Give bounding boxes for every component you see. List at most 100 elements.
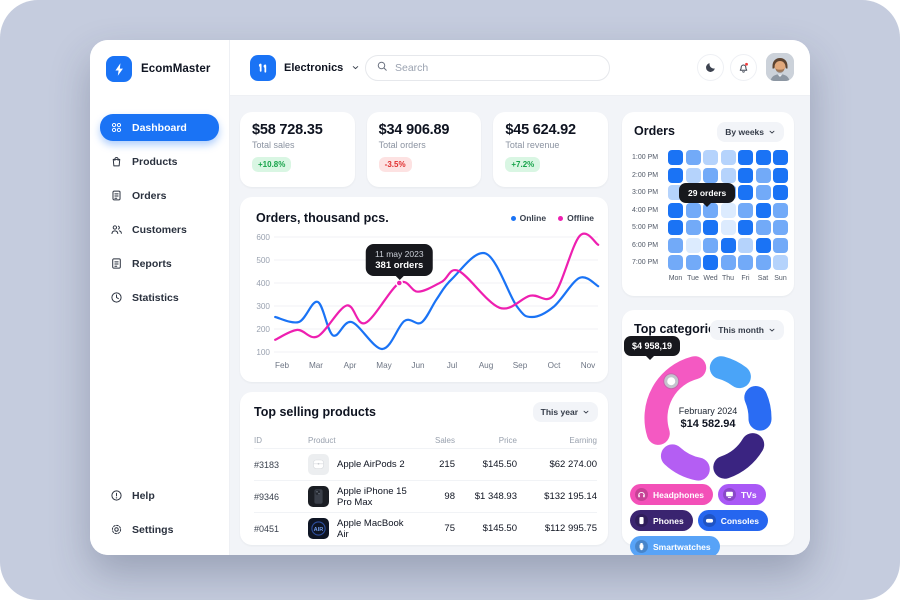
category-tag-label: TVs (741, 489, 757, 500)
heatmap-cell-sun-7pm[interactable] (773, 255, 788, 270)
heatmap-period-filter[interactable]: By weeks (717, 122, 784, 142)
sidebar-item-customers[interactable]: Customers (100, 216, 219, 243)
heatmap-cell-tue-6pm[interactable] (685, 237, 701, 253)
donut-segment-phones[interactable] (713, 433, 765, 479)
orders-chart-title: Orders, thousand pcs. (256, 211, 389, 225)
heatmap-cell-wed-7pm[interactable] (703, 255, 718, 270)
heatmap-cell-fri-6pm[interactable] (738, 237, 753, 253)
heatmap-cell-sat-3pm[interactable] (755, 185, 771, 200)
heatmap-cell-mon-4pm[interactable] (668, 202, 683, 218)
product-row-0451[interactable]: #0451 AIR Apple MacBook Air 75 $145.50 $… (254, 512, 597, 544)
donut-segment-tvs[interactable] (660, 444, 710, 481)
category-tag-consoles[interactable]: Consoles (697, 510, 768, 531)
donut-segment-headphones[interactable] (644, 356, 707, 445)
product-price: $145.50 (482, 523, 517, 534)
heatmap-cell-sun-5pm[interactable] (773, 220, 788, 235)
heatmap-cell-mon-2pm[interactable] (668, 167, 683, 183)
orders-icon (110, 189, 123, 202)
heatmap-cell-fri-3pm[interactable] (738, 185, 753, 200)
stat-change-badge: -3.5% (378, 157, 412, 172)
heatmap-cell-sun-1pm[interactable] (773, 150, 788, 165)
heatmap-cell-sun-3pm[interactable] (773, 185, 788, 200)
user-avatar[interactable] (766, 53, 794, 81)
heatmap-cell-fri-5pm[interactable] (738, 220, 753, 235)
heatmap-cell-sun-4pm[interactable] (773, 202, 788, 218)
heatmap-cell-tue-2pm[interactable] (685, 167, 701, 183)
heatmap-cell-sat-1pm[interactable] (755, 150, 771, 165)
heatmap-cell-sat-6pm[interactable] (755, 237, 771, 253)
category-tag-smartwatches[interactable]: Smartwatches (630, 536, 720, 555)
donut-segment-consoles[interactable] (744, 386, 772, 431)
sidebar-item-dashboard[interactable]: Dashboard (100, 114, 219, 141)
category-tag-phones[interactable]: Phones (630, 510, 693, 531)
heatmap-cell-mon-3pm[interactable] (668, 185, 683, 200)
heatmap-cell-wed-1pm[interactable] (703, 150, 718, 165)
heatmap-cell-wed-4pm[interactable] (703, 202, 718, 218)
heatmap-cell-tue-7pm[interactable] (685, 255, 701, 270)
heatmap-cell-thu-6pm[interactable] (720, 237, 736, 253)
sidebar-item-help[interactable]: Help (100, 482, 219, 509)
heatmap-cell-wed-6pm[interactable] (703, 237, 718, 253)
search-input[interactable] (395, 62, 599, 74)
stat-change-badge: +7.2% (505, 157, 541, 172)
legend-item-online[interactable]: Online (510, 213, 546, 223)
svg-text:May: May (376, 361, 392, 370)
col-sales: Sales (434, 435, 455, 445)
orders-line-chart[interactable]: 600 500 400 300 200 100 Feb Mar Apr May Jun Jul Aug S… (240, 197, 608, 382)
heatmap-cell-thu-4pm[interactable] (720, 202, 736, 218)
stat-value: $45 624.92 (505, 122, 576, 138)
sidebar-item-orders[interactable]: Orders (100, 182, 219, 209)
dark-mode-toggle[interactable] (697, 54, 724, 81)
heatmap-cell-mon-7pm[interactable] (668, 255, 683, 270)
heatmap-cell-sat-4pm[interactable] (755, 202, 771, 218)
heatmap-cell-tue-1pm[interactable] (685, 150, 701, 165)
headphones-icon (635, 488, 648, 501)
heatmap-cell-thu-5pm[interactable] (720, 220, 736, 235)
heatmap-cell-thu-7pm[interactable] (720, 255, 736, 270)
heatmap-cell-thu-3pm[interactable] (720, 185, 736, 200)
heatmap-cell-wed-5pm[interactable] (703, 220, 718, 235)
sidebar-item-statistics[interactable]: Statistics (100, 284, 219, 311)
heatmap-cell-thu-1pm[interactable] (720, 150, 736, 165)
heatmap-cell-sun-2pm[interactable] (773, 167, 788, 183)
categories-donut[interactable]: February 2024 $14 582.94 (636, 346, 780, 490)
heatmap-cell-fri-2pm[interactable] (738, 167, 753, 183)
heatmap-cell-tue-3pm[interactable] (685, 185, 701, 200)
sidebar-item-reports[interactable]: Reports (100, 250, 219, 277)
heatmap-cell-mon-6pm[interactable] (668, 237, 683, 253)
sidebar-item-settings[interactable]: Settings (100, 516, 219, 543)
heatmap-cell-mon-5pm[interactable] (668, 220, 683, 235)
sidebar-item-products[interactable]: Products (100, 148, 219, 175)
earbuds-icon (250, 55, 276, 81)
donut-segment-smartwatches[interactable] (709, 356, 751, 389)
legend-item-offline[interactable]: Offline (558, 213, 594, 223)
watch-icon (635, 540, 648, 553)
heatmap-cell-thu-2pm[interactable] (720, 167, 736, 183)
heatmap-cell-fri-7pm[interactable] (738, 255, 753, 270)
donut-handle[interactable] (664, 374, 679, 389)
heatmap-cell-fri-4pm[interactable] (738, 202, 753, 218)
category-selector[interactable]: Electronics (250, 55, 360, 81)
heatmap-cell-tue-4pm[interactable] (685, 202, 701, 218)
heatmap-cell-sat-2pm[interactable] (755, 167, 771, 183)
heatmap-cell-mon-1pm[interactable] (668, 150, 683, 165)
product-row-9346[interactable]: #9346 Apple iPhone 15 Pro Max 98 $1 348.… (254, 480, 597, 512)
sidebar-item-label: Settings (132, 523, 174, 536)
notifications-button[interactable] (730, 54, 757, 81)
heatmap-cell-wed-2pm[interactable] (703, 167, 718, 183)
heatmap-cell-sat-5pm[interactable] (755, 220, 771, 235)
categories-period-filter[interactable]: This month (710, 320, 784, 340)
products-period-filter[interactable]: This year (532, 402, 598, 422)
category-tag-headphones[interactable]: Headphones (630, 484, 714, 505)
product-id: #3183 (254, 459, 280, 470)
heatmap-cell-wed-3pm[interactable] (703, 185, 718, 200)
heatmap-cell-sun-6pm[interactable] (773, 237, 788, 253)
products-icon (110, 155, 123, 168)
heatmap-cell-sat-7pm[interactable] (755, 255, 771, 270)
tv-icon (723, 488, 737, 501)
heatmap-cell-tue-5pm[interactable] (685, 220, 701, 235)
heatmap-cell-fri-1pm[interactable] (738, 150, 753, 165)
category-tag-tvs[interactable]: TVs (718, 484, 766, 505)
product-row-3183[interactable]: #3183 Apple AirPods 2 215 $145.50 $62 27… (254, 448, 597, 480)
